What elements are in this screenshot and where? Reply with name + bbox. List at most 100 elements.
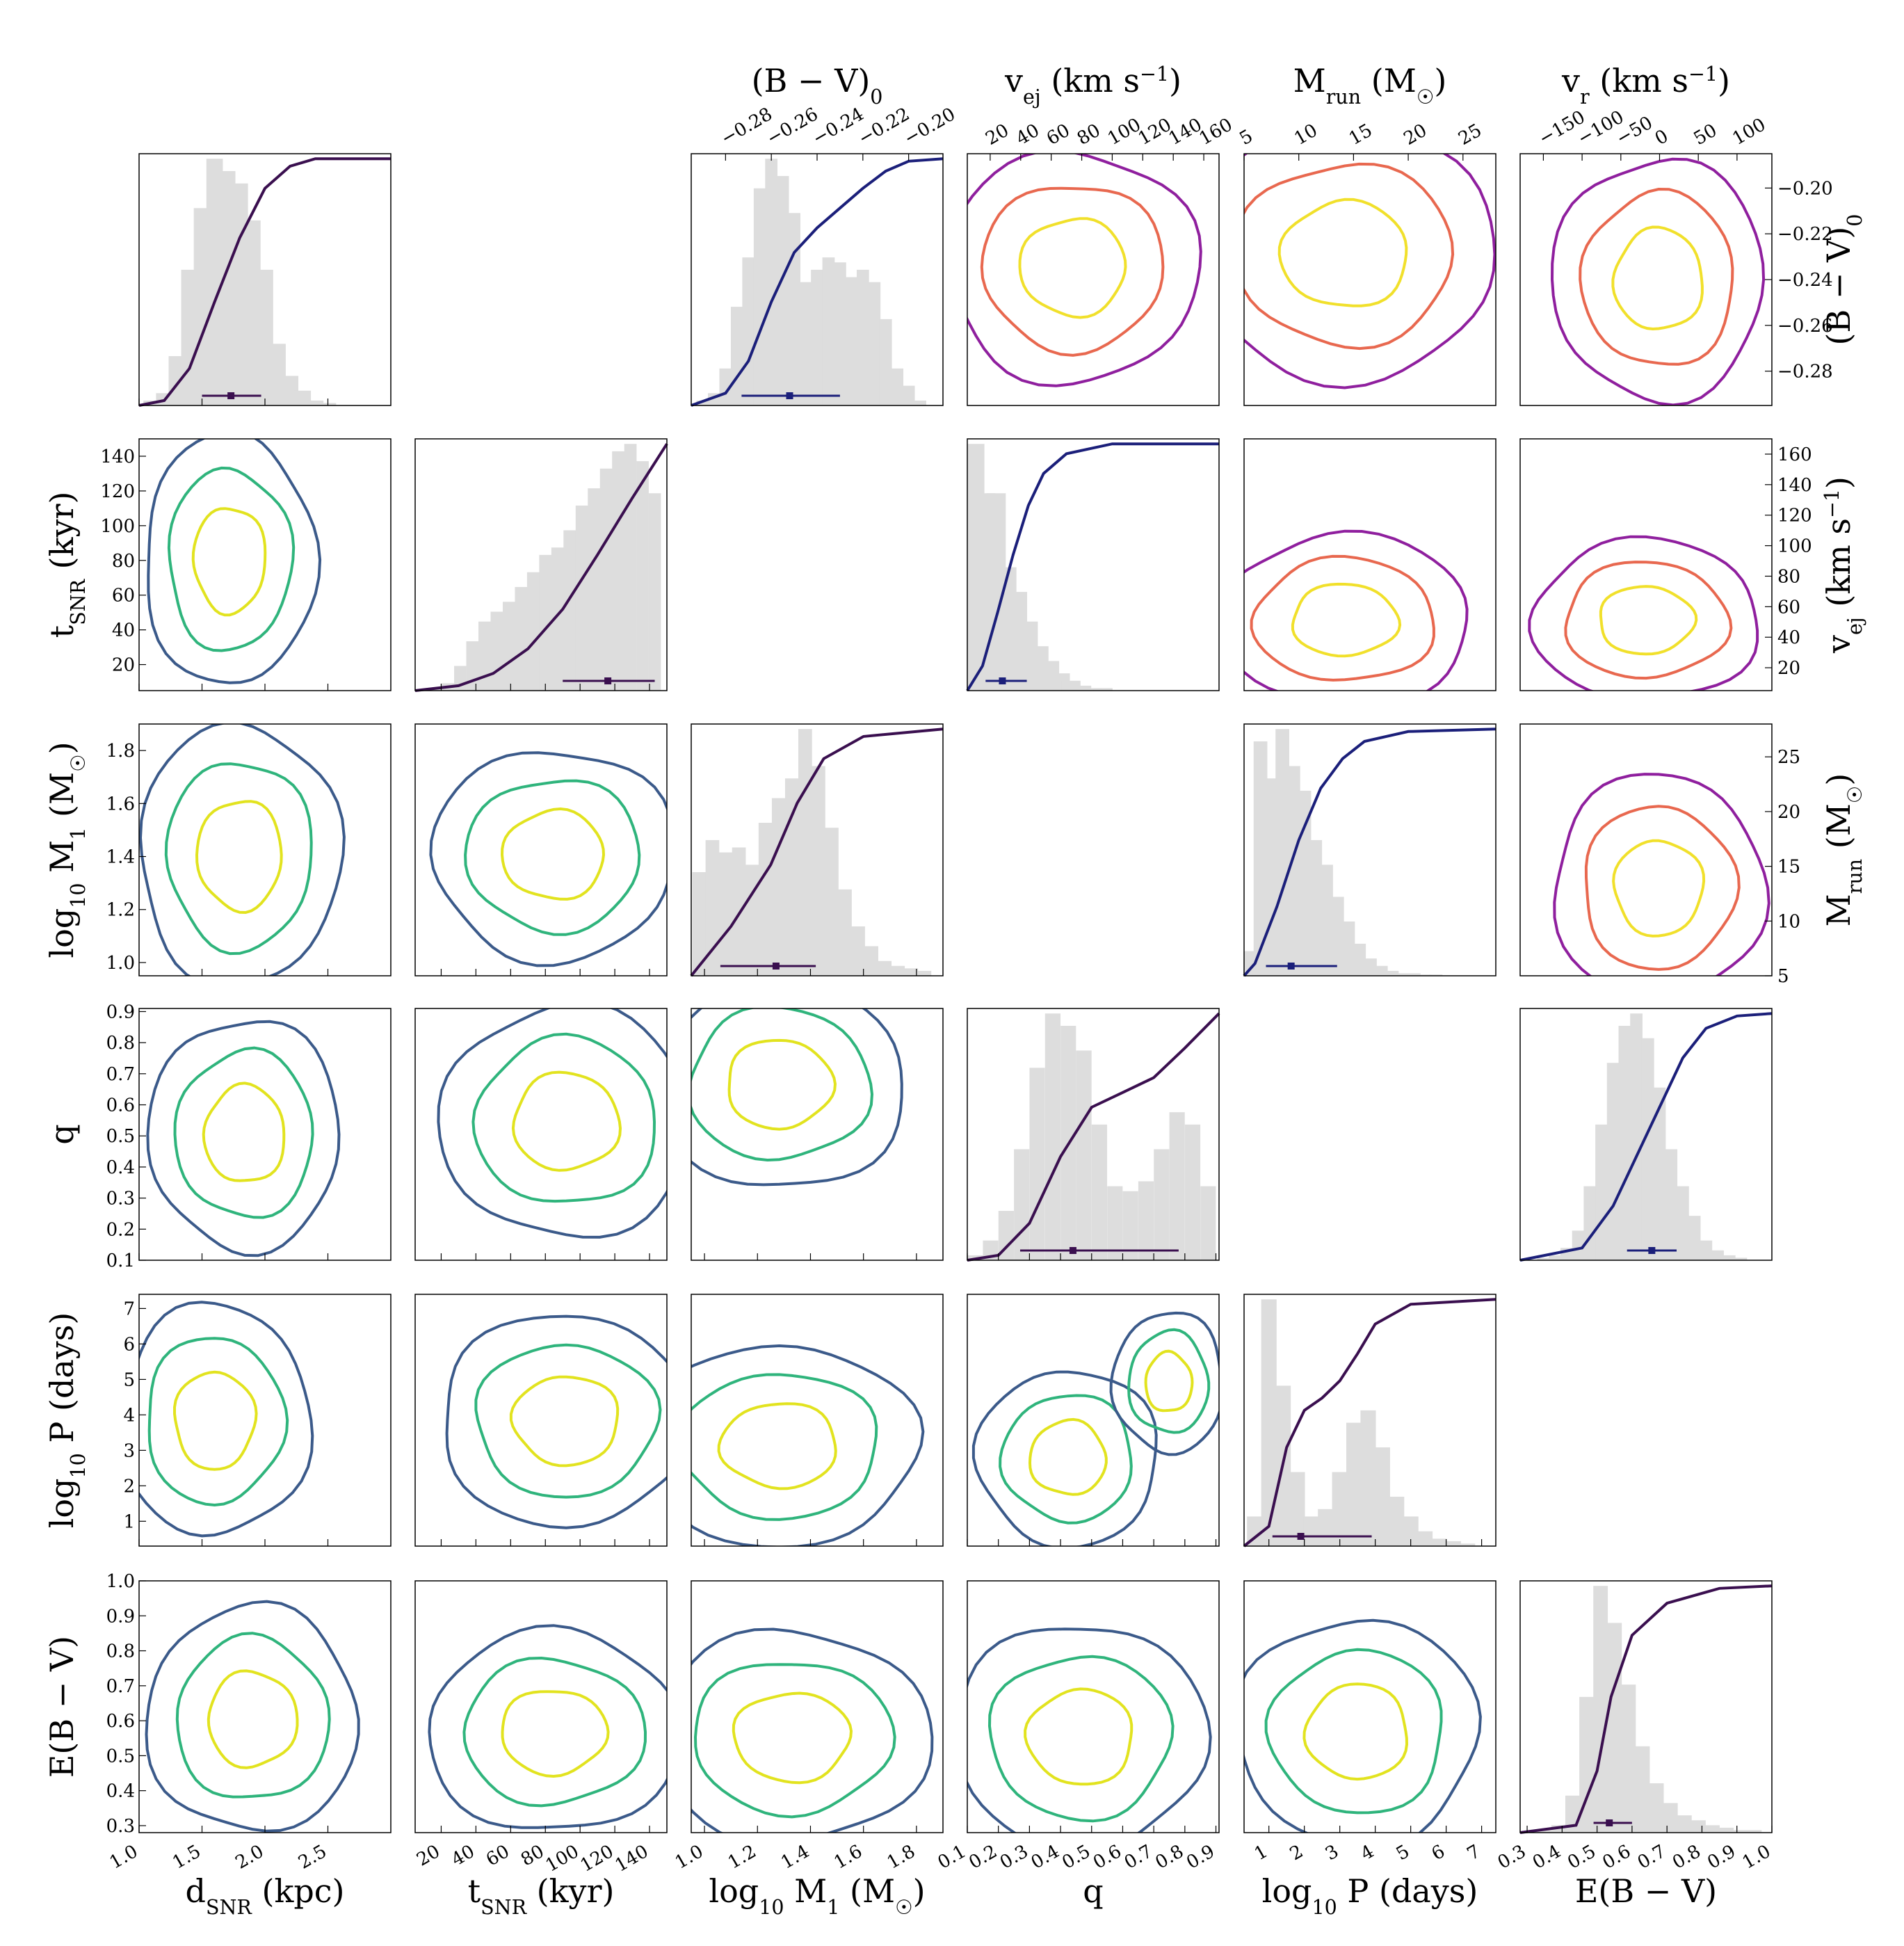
right-axis-label-bv: (B − V)0	[1820, 214, 1866, 346]
cdf-line	[138, 157, 391, 407]
tick-label: 20	[112, 655, 135, 676]
histogram-bar	[1595, 1124, 1608, 1260]
histogram-bar	[231, 183, 248, 405]
tick-label: −0.20	[901, 104, 959, 150]
histogram-bar	[1607, 1623, 1622, 1833]
tick-label: 1	[1251, 1841, 1271, 1865]
top-axis-label-bv: (B − V)0	[752, 62, 883, 108]
median-marker	[1297, 1533, 1305, 1540]
histogram-bar	[998, 1211, 1014, 1260]
contour-level-1	[967, 154, 1202, 387]
histogram-bar	[1385, 970, 1399, 976]
histogram-bar	[891, 965, 905, 976]
histogram-bar	[575, 505, 588, 691]
tick-label: 0.5	[106, 1126, 135, 1147]
median-marker	[604, 677, 612, 684]
tick-label: 1.0	[106, 1571, 135, 1592]
tick-label: 20	[982, 120, 1012, 150]
histogram-bar	[1253, 741, 1268, 976]
histogram-bar	[478, 621, 491, 691]
median-marker	[786, 392, 793, 399]
contour-level-2	[1564, 561, 1733, 680]
tick-label: 2.0	[232, 1841, 268, 1874]
histogram-bar	[282, 376, 299, 405]
contour-bv-vs-vr	[1519, 153, 1773, 406]
histogram-bar	[612, 451, 624, 691]
histogram-bar	[1014, 1149, 1030, 1260]
diag-hist-d	[138, 153, 392, 407]
histogram-bar	[799, 282, 812, 405]
top-axis-label-vr: vr (km s−1)	[1561, 62, 1730, 108]
tick-label: −0.20	[1777, 178, 1833, 199]
contour-level-1	[971, 1370, 1158, 1546]
tick-label: 0.3	[997, 1841, 1032, 1874]
tick-label: −0.26	[764, 104, 822, 150]
histogram-bar	[811, 269, 823, 405]
tick-label: 5	[1393, 1841, 1413, 1865]
cdf-line	[966, 442, 1219, 692]
histogram-bar	[1663, 1803, 1678, 1833]
tick-label: 0.9	[1704, 1841, 1739, 1874]
cdf-line	[1243, 727, 1496, 977]
histogram-bar	[798, 729, 812, 976]
tick-label: 140	[100, 447, 135, 467]
tick-label: 20	[413, 1841, 444, 1871]
histogram-bar	[206, 159, 223, 406]
contour-e-vs-m	[691, 1580, 944, 1833]
right-axis-label-mrun: Mrun (M☉)	[1820, 773, 1866, 927]
tick-label: 0.4	[1028, 1841, 1063, 1874]
contour-level-2	[1579, 187, 1734, 366]
histogram-bar	[218, 170, 236, 405]
histogram-bar	[788, 213, 800, 405]
tick-label: 6	[123, 1334, 135, 1355]
histogram-bar	[502, 602, 515, 691]
contour-level-3	[1599, 585, 1698, 656]
contour-level-2	[1244, 162, 1455, 351]
tick-label: 15	[1346, 120, 1376, 150]
contour-level-3	[727, 1038, 837, 1131]
diag-hist-t	[414, 438, 668, 692]
histogram-bar	[1677, 1815, 1692, 1833]
histogram-bar	[1723, 1255, 1736, 1260]
tick-label: 100	[1777, 536, 1812, 557]
contour-level-2	[471, 1032, 656, 1203]
y-axis-label-p: log10 P (days)	[43, 1312, 90, 1529]
tick-label: 1.2	[725, 1841, 760, 1874]
histogram-bar	[834, 262, 846, 405]
histogram-bar	[1029, 1068, 1045, 1260]
tick-label: 140	[1777, 475, 1812, 496]
histogram-bar	[1247, 1516, 1263, 1546]
histogram-bar	[1261, 1299, 1277, 1546]
contour-level-1	[1244, 529, 1469, 691]
contour-level-2	[693, 1663, 896, 1819]
tick-label: 2	[1286, 1841, 1307, 1865]
contour-t-vs-d	[138, 438, 392, 691]
histogram-bar	[776, 176, 789, 406]
histogram-bar	[1091, 1124, 1108, 1260]
histogram-bar	[851, 926, 865, 976]
tick-label: 0.6	[106, 1711, 135, 1732]
tick-label: 0.1	[106, 1251, 135, 1271]
x-axis-label-q: q	[1083, 1872, 1103, 1910]
contour-level-2	[175, 1632, 331, 1799]
median-marker	[772, 963, 780, 970]
median-marker	[1606, 1819, 1613, 1826]
histogram-bar	[1549, 1255, 1561, 1260]
histogram-bar	[1630, 1013, 1643, 1260]
contour-level-2	[987, 1655, 1175, 1823]
histogram-bar	[692, 872, 707, 976]
contour-level-2	[474, 1343, 662, 1499]
histogram-bar	[648, 493, 661, 691]
diag-hist-p	[1243, 1294, 1496, 1547]
contour-level-1	[139, 1301, 314, 1538]
x-axis-label-d: dSNR (kpc)	[185, 1872, 344, 1919]
contour-level-1	[1244, 154, 1496, 389]
contour-level-1	[691, 1627, 934, 1833]
tick-label: 0.3	[1494, 1841, 1530, 1874]
tick-label: 0.7	[106, 1676, 135, 1697]
histogram-bar	[719, 368, 732, 405]
cdf-line	[1243, 1298, 1496, 1547]
contour-level-1	[139, 724, 346, 976]
median-marker	[999, 677, 1006, 684]
histogram-bar	[1403, 1516, 1419, 1546]
